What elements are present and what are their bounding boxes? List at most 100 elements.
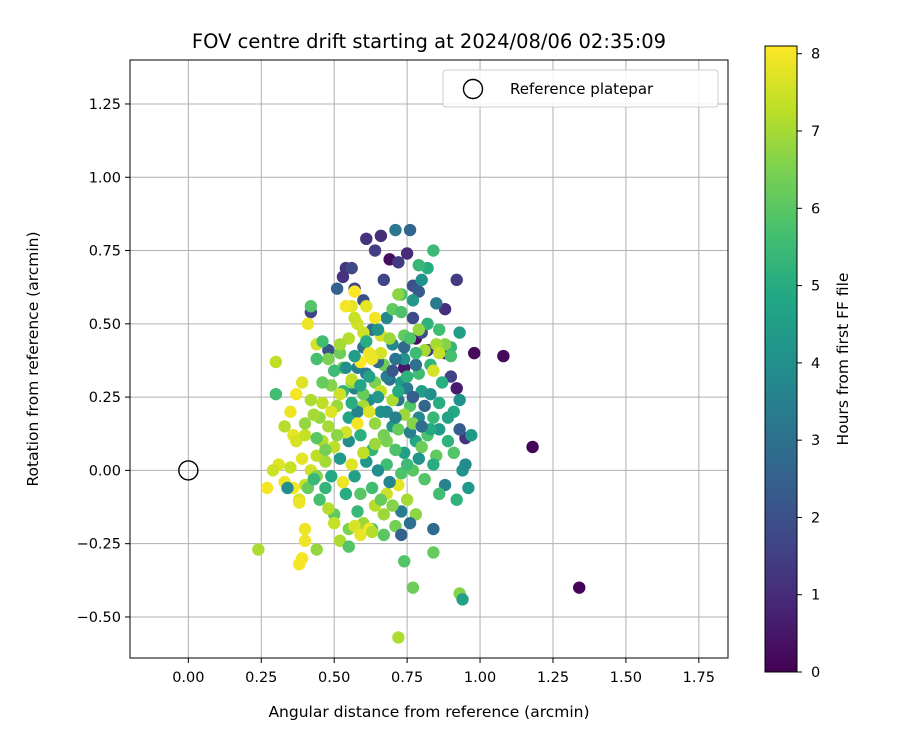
colorbar-label: Hours from first FF file: [834, 273, 852, 446]
data-point: [330, 282, 344, 295]
colorbar-tick-label: 7: [811, 124, 820, 140]
colorbar-tick-label: 2: [811, 510, 820, 526]
data-point: [400, 493, 414, 506]
data-point: [377, 528, 390, 542]
data-point: [336, 475, 350, 489]
data-point: [316, 335, 329, 348]
data-point: [348, 519, 361, 533]
data-point: [395, 467, 408, 480]
data-point: [295, 376, 309, 389]
data-point: [360, 335, 373, 348]
data-point: [365, 352, 379, 366]
data-point: [319, 443, 332, 457]
data-point: [444, 349, 458, 363]
legend: Reference platepar: [442, 69, 719, 108]
data-point: [418, 399, 431, 413]
x-tick-label: 0.50: [318, 670, 350, 686]
data-point: [380, 458, 393, 471]
data-point: [345, 373, 358, 386]
data-point: [368, 417, 382, 430]
data-point: [310, 431, 323, 445]
data-point: [354, 487, 367, 501]
y-axis-ticks: −0.50 −0.25 0.00 0.25 0.50 0.75 1.00 1.25: [77, 97, 130, 626]
data-point: [345, 458, 358, 471]
data-point: [336, 270, 350, 284]
data-point: [371, 323, 385, 336]
data-point: [301, 317, 315, 331]
data-point: [327, 364, 341, 377]
data-point: [386, 364, 399, 377]
data-point: [292, 496, 306, 509]
x-axis-label: Angular distance from reference (arcmin): [268, 703, 589, 721]
data-points: [252, 223, 586, 644]
y-tick-label: 0.75: [89, 244, 121, 260]
data-point: [319, 455, 332, 468]
data-point: [395, 305, 408, 319]
data-point: [389, 411, 402, 424]
data-point: [354, 379, 367, 392]
data-point: [325, 470, 338, 483]
data-point: [298, 417, 312, 430]
data-point: [403, 516, 417, 530]
data-point: [363, 405, 376, 418]
data-point: [398, 341, 411, 354]
data-point: [310, 449, 323, 462]
data-point: [386, 499, 399, 512]
data-point: [374, 493, 388, 506]
y-tick-label: −0.50: [77, 610, 121, 626]
data-point: [295, 452, 309, 465]
data-point: [316, 376, 329, 389]
plot-frame: [129, 59, 729, 659]
data-point: [357, 446, 370, 460]
legend-entry: Reference platepar: [510, 80, 654, 98]
y-tick-label: 0.50: [89, 317, 121, 333]
data-point: [313, 493, 326, 506]
x-tick-label: 0.00: [172, 670, 204, 686]
data-point: [301, 481, 315, 495]
data-point: [304, 300, 318, 313]
data-point: [453, 393, 466, 407]
data-point: [298, 429, 312, 442]
data-point: [427, 244, 440, 257]
data-point: [351, 417, 364, 430]
data-point: [325, 405, 338, 418]
y-tick-label: 0.25: [89, 390, 121, 406]
y-axis-label: Rotation from reference (arcmin): [24, 231, 42, 486]
data-point: [415, 440, 428, 454]
colorbar-ticks: 0 1 2 3 4 5 6 7 8: [797, 47, 820, 681]
data-point: [365, 481, 379, 495]
data-point: [348, 349, 361, 363]
colorbar: 0 1 2 3 4 5 6 7 8 Hours from first FF file: [764, 45, 852, 681]
data-point: [284, 405, 297, 418]
data-point: [322, 352, 335, 366]
data-point: [339, 300, 353, 313]
colorbar-tick-label: 4: [811, 356, 820, 372]
legend-marker: [462, 78, 484, 100]
data-point: [427, 522, 440, 536]
data-point: [383, 475, 396, 489]
data-point: [398, 352, 411, 366]
data-point: [380, 405, 393, 418]
colorbar-tick-label: 0: [811, 665, 820, 681]
data-point: [371, 390, 385, 404]
data-point: [351, 505, 364, 518]
data-point: [392, 631, 405, 644]
chart-title: FOV centre drift starting at 2024/08/06 …: [192, 30, 666, 53]
data-point: [409, 508, 423, 521]
data-point: [389, 223, 402, 237]
data-point: [389, 519, 402, 533]
data-point: [365, 525, 379, 539]
data-point: [342, 411, 355, 424]
data-point: [435, 376, 449, 389]
data-point: [400, 247, 414, 260]
data-point: [403, 223, 417, 237]
data-point: [400, 458, 414, 471]
data-point: [459, 458, 472, 471]
data-point: [368, 437, 382, 451]
data-point: [333, 338, 347, 351]
data-point: [322, 502, 335, 515]
colorbar-tick-label: 8: [811, 47, 820, 63]
data-point: [345, 396, 358, 410]
colorbar-tick-label: 5: [811, 279, 820, 295]
data-point: [412, 323, 425, 336]
